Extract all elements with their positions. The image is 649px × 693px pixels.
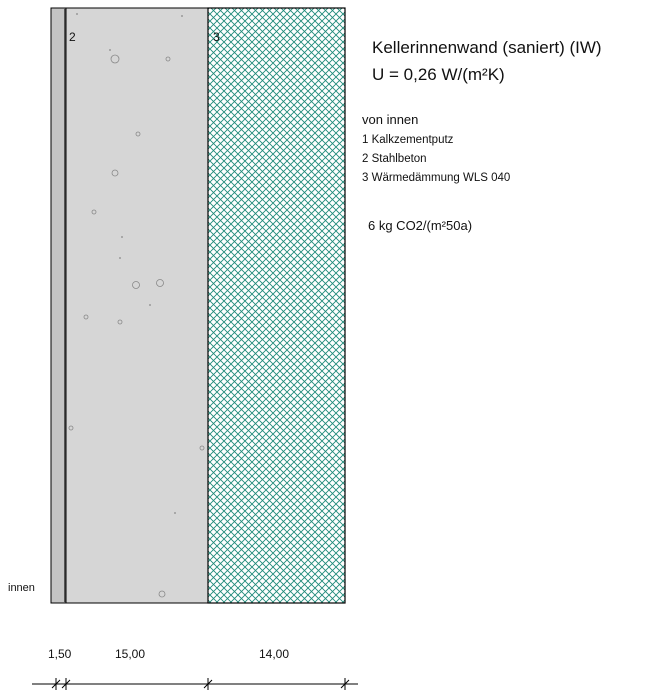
- layer-list: 1 Kalkzementputz 2 Stahlbeton 3 Wärmedäm…: [362, 131, 510, 188]
- layer-number-3: 3: [213, 30, 220, 44]
- co2-value: 6 kg CO2/(m²50a): [368, 218, 473, 233]
- u-value: U = 0,26 W/(m²K): [372, 65, 505, 84]
- inside-label: innen: [8, 582, 35, 594]
- layer-item-1: 1 Kalkzementputz: [362, 134, 454, 146]
- wall-title: Kellerinnenwand (saniert) (IW): [372, 38, 602, 57]
- plaster-layer: [50, 7, 66, 604]
- layer-item-2: 2 Stahlbeton: [362, 153, 427, 165]
- layer-item-3: 3 Wärmedämmung WLS 040: [362, 172, 511, 184]
- dimension-line: [32, 678, 358, 690]
- layer-number-2: 2: [69, 30, 76, 44]
- dimension-concrete: 15,00: [115, 647, 146, 661]
- dimension-insulation: 14,00: [259, 647, 290, 661]
- direction-label: von innen: [362, 112, 419, 127]
- concrete-layer: [65, 7, 209, 604]
- concrete-aggregate: [68, 54, 205, 598]
- dimension-plaster: 1,50: [48, 647, 72, 661]
